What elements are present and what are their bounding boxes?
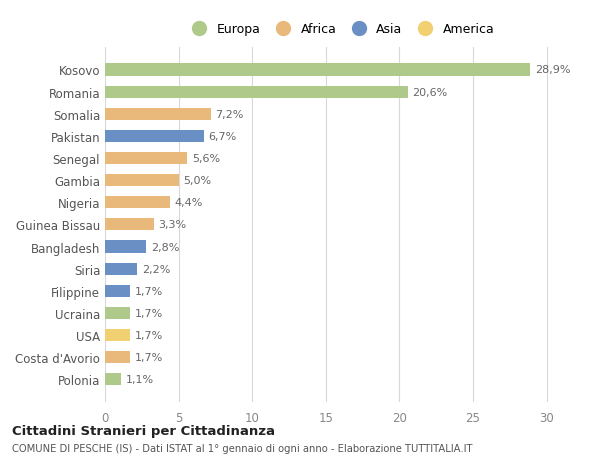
Text: 20,6%: 20,6%	[413, 87, 448, 97]
Text: 1,1%: 1,1%	[125, 375, 154, 385]
Bar	[105, 152, 187, 165]
Bar	[105, 219, 154, 231]
Text: 7,2%: 7,2%	[215, 110, 244, 119]
Bar	[105, 130, 203, 143]
Text: 6,7%: 6,7%	[208, 132, 236, 141]
Text: 28,9%: 28,9%	[535, 65, 570, 75]
Text: 2,2%: 2,2%	[142, 264, 170, 274]
Text: 1,7%: 1,7%	[134, 308, 163, 318]
Bar	[105, 241, 146, 253]
Text: 5,0%: 5,0%	[183, 176, 211, 186]
Text: COMUNE DI PESCHE (IS) - Dati ISTAT al 1° gennaio di ogni anno - Elaborazione TUT: COMUNE DI PESCHE (IS) - Dati ISTAT al 1°…	[12, 443, 473, 453]
Bar	[105, 108, 211, 121]
Text: Cittadini Stranieri per Cittadinanza: Cittadini Stranieri per Cittadinanza	[12, 424, 275, 437]
Bar	[105, 307, 130, 319]
Bar	[105, 86, 408, 99]
Bar	[105, 329, 130, 341]
Bar	[105, 374, 121, 386]
Text: 1,7%: 1,7%	[134, 330, 163, 340]
Bar	[105, 263, 137, 275]
Bar	[105, 285, 130, 297]
Text: 2,8%: 2,8%	[151, 242, 179, 252]
Text: 1,7%: 1,7%	[134, 353, 163, 363]
Bar	[105, 197, 170, 209]
Legend: Europa, Africa, Asia, America: Europa, Africa, Asia, America	[183, 19, 498, 39]
Bar	[105, 175, 179, 187]
Text: 5,6%: 5,6%	[192, 154, 220, 164]
Bar	[105, 351, 130, 364]
Text: 4,4%: 4,4%	[174, 198, 203, 208]
Text: 3,3%: 3,3%	[158, 220, 186, 230]
Text: 1,7%: 1,7%	[134, 286, 163, 296]
Bar	[105, 64, 530, 76]
